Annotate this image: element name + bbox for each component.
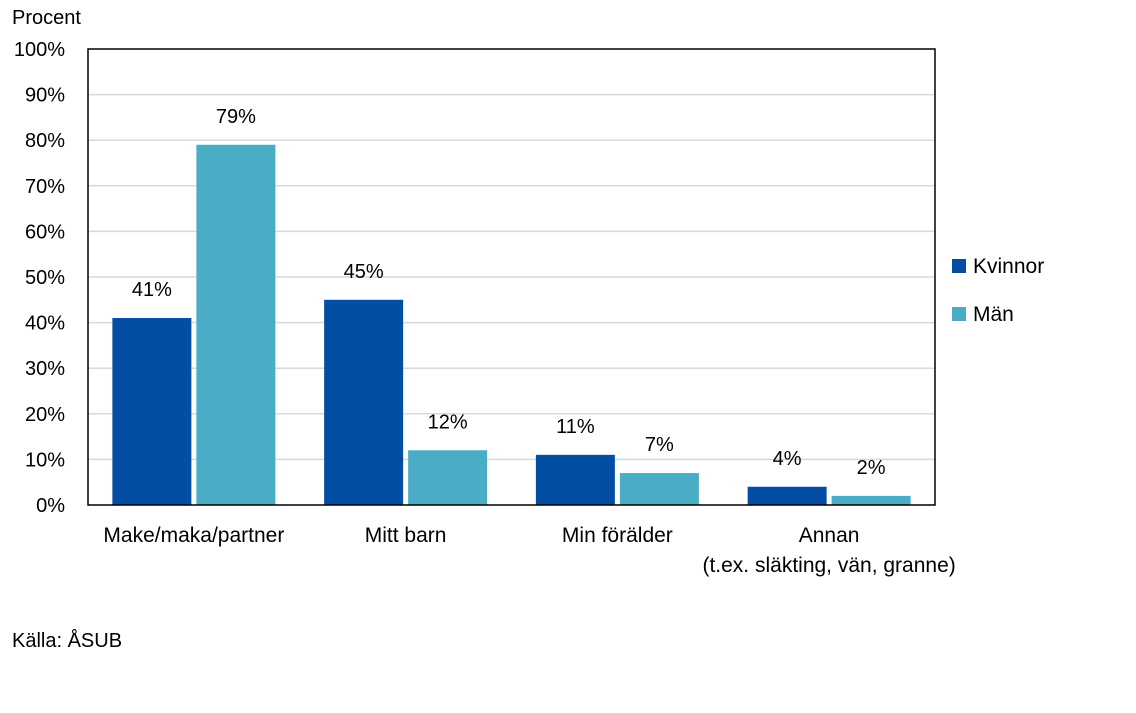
data-label: 7% [645, 434, 674, 456]
legend-swatch [952, 259, 966, 273]
bar-man [196, 144, 276, 505]
y-tick-label: 40% [25, 313, 65, 335]
data-label: 12% [428, 411, 468, 433]
y-tick-label: 90% [25, 85, 65, 107]
y-tick-label: 60% [25, 221, 65, 243]
y-tick-label: 30% [25, 358, 65, 380]
legend-label: Män [973, 303, 1014, 326]
bar-kvinnor [324, 299, 404, 505]
y-tick-label: 10% [25, 449, 65, 471]
y-tick-label: 70% [25, 176, 65, 198]
y-tick-label: 20% [25, 404, 65, 426]
category-label: Make/maka/partner [103, 524, 284, 547]
category-labels: Make/maka/partner Mitt barn Min förälder An… [103, 524, 955, 577]
bar-man [831, 495, 911, 505]
y-tick-label: 0% [36, 495, 65, 517]
category-label: (t.ex. släkting, vän, granne) [702, 554, 955, 577]
legend-label: Kvinnor [973, 255, 1044, 278]
category-label: Annan [799, 524, 860, 547]
category-label: Mitt barn [365, 524, 447, 547]
category-label: Min förälder [562, 524, 673, 547]
y-axis-ticks: 0% 10% 20% 30% 40% 50% 60% 70% 80% 90% 100% [14, 39, 65, 517]
data-label: 79% [216, 106, 256, 128]
y-tick-label: 80% [25, 130, 65, 152]
data-label: 11% [556, 416, 595, 438]
y-tick-label: 50% [25, 267, 65, 289]
bars [112, 144, 911, 505]
bar-kvinnor [535, 454, 615, 505]
data-label: 45% [344, 261, 384, 283]
legend: Kvinnor Män [952, 255, 1044, 326]
y-axis-label: Procent [12, 7, 81, 29]
data-labels: 41% 45% 11% 4% 79% 12% 7% 2% [132, 106, 886, 479]
bar-man [619, 473, 699, 505]
bar-kvinnor [112, 318, 192, 505]
data-label: 4% [773, 448, 802, 470]
bar-kvinnor [747, 486, 827, 505]
legend-swatch [952, 307, 966, 321]
data-label: 41% [132, 279, 172, 301]
bar-man [408, 450, 488, 505]
source-note: Källa: ÅSUB [12, 630, 123, 652]
data-label: 2% [857, 457, 886, 479]
y-tick-label: 100% [14, 39, 65, 61]
plot-frame [87, 48, 936, 506]
